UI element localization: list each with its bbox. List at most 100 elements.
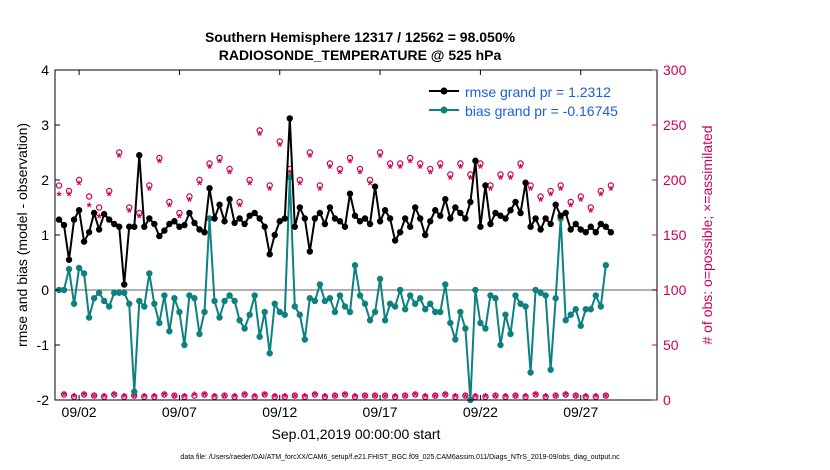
rmse-point bbox=[95, 226, 103, 233]
bias-point bbox=[356, 292, 364, 299]
obs-assimilated-marker: * bbox=[528, 183, 534, 198]
bias-point bbox=[256, 333, 263, 340]
bias-point bbox=[497, 341, 504, 349]
obs-possible-marker bbox=[65, 187, 73, 195]
rmse-series bbox=[55, 115, 615, 288]
obs-possible-marker bbox=[251, 393, 258, 400]
rmse-point bbox=[281, 215, 288, 222]
obs-assimilated-marker: * bbox=[428, 167, 434, 182]
obs-possible-marker bbox=[557, 182, 564, 189]
obs-assimilated-marker: * bbox=[252, 390, 258, 405]
bias-series bbox=[55, 174, 610, 404]
obs-assimilated-marker: * bbox=[272, 390, 278, 405]
rmse-point bbox=[562, 209, 569, 217]
rmse-point bbox=[422, 231, 429, 239]
bias-point bbox=[341, 303, 349, 310]
obs-assimilated-marker: * bbox=[162, 389, 168, 404]
bias-point bbox=[141, 303, 148, 310]
obs-assimilated-marker: * bbox=[388, 161, 394, 176]
y2-tick-label: 300 bbox=[663, 62, 687, 78]
obs-assimilated-marker: * bbox=[287, 167, 293, 182]
rmse-point bbox=[176, 223, 183, 230]
obs-possible-marker bbox=[201, 391, 208, 398]
obs-possible-marker bbox=[231, 393, 238, 400]
rmse-point bbox=[261, 223, 268, 230]
rmse-point bbox=[502, 215, 509, 222]
rmse-point bbox=[311, 215, 319, 222]
y2-tick-label: 50 bbox=[663, 337, 679, 353]
bias-point bbox=[477, 319, 484, 327]
bias-point bbox=[156, 319, 163, 327]
obs-assimilated-marker: * bbox=[518, 161, 524, 176]
obs-possible-marker bbox=[90, 392, 98, 399]
x-axis: 09/02 09/07 09/12 09/17 09/22 09/27 bbox=[62, 70, 598, 420]
obs-possible-marker bbox=[366, 176, 374, 184]
obs-assimilated-marker: * bbox=[147, 183, 153, 198]
obs-assimilated-marker: * bbox=[368, 178, 374, 193]
rmse-point bbox=[371, 183, 379, 190]
obs-assimilated-marker: * bbox=[523, 390, 529, 405]
rmse-point bbox=[417, 215, 424, 222]
obs-possible-marker bbox=[607, 182, 615, 189]
obs-possible-marker bbox=[411, 391, 419, 398]
bias-point bbox=[60, 286, 68, 294]
rmse-point bbox=[547, 220, 554, 228]
x-tick-label: 09/27 bbox=[563, 404, 598, 420]
rmse-point bbox=[241, 220, 248, 228]
bias-point bbox=[507, 330, 514, 338]
obs-assimilated-marker: * bbox=[67, 189, 73, 204]
obs-possible-marker bbox=[226, 165, 233, 173]
obs-possible-marker bbox=[507, 171, 514, 178]
bias-point bbox=[462, 325, 469, 332]
obs-possible-marker bbox=[206, 160, 213, 167]
obs-assimilated-marker: * bbox=[122, 390, 128, 405]
obs-assimilated-marker: * bbox=[157, 156, 163, 171]
obs-possible-marker bbox=[381, 392, 389, 399]
rmse-point bbox=[527, 223, 534, 230]
obs-assimilated-marker: * bbox=[87, 200, 93, 215]
obs-assimilated-marker: * bbox=[603, 390, 609, 405]
obs-assimilated-marker: * bbox=[413, 389, 419, 404]
obs-assimilated-marker: * bbox=[237, 200, 243, 215]
bias-point bbox=[105, 303, 113, 310]
obs-assimilated-marker: * bbox=[177, 211, 183, 226]
rmse-point bbox=[146, 215, 153, 222]
obs-assimilated-marker: * bbox=[112, 389, 118, 404]
bias-point bbox=[251, 292, 258, 299]
rmse-point bbox=[487, 220, 494, 228]
rmse-point bbox=[452, 204, 459, 211]
obs-possible-marker bbox=[276, 138, 283, 145]
obs-possible-marker bbox=[80, 391, 88, 398]
obs-possible-marker bbox=[266, 182, 273, 189]
obs-assimilated-marker: * bbox=[398, 161, 404, 176]
obs-assimilated-marker: * bbox=[493, 390, 499, 405]
obs-assimilated-marker: * bbox=[362, 390, 368, 405]
chart-title: Southern Hemisphere 12317 / 12562 = 98.0… bbox=[205, 29, 516, 45]
legend: rmse grand pr = 1.2312 bias grand pr = -… bbox=[420, 80, 656, 120]
obs-assimilated-marker: * bbox=[433, 390, 439, 405]
obs-possible-marker bbox=[171, 392, 178, 399]
obs-assimilated-marker: * bbox=[558, 183, 564, 198]
y-axis-left: -2 -1 0 1 2 3 4 bbox=[37, 62, 60, 408]
bias-point bbox=[542, 292, 549, 299]
rmse-point bbox=[507, 207, 514, 214]
bias-point bbox=[411, 300, 419, 307]
obs-assimilated-marker: * bbox=[548, 189, 554, 204]
obs-assimilated-marker: * bbox=[132, 390, 138, 405]
obs-assimilated-marker: * bbox=[202, 389, 208, 404]
obs-possible-marker bbox=[492, 392, 499, 399]
bias-point bbox=[121, 289, 128, 296]
rmse-point bbox=[186, 209, 193, 217]
obs-assimilated-marker: * bbox=[533, 389, 539, 404]
obs-possible-marker bbox=[562, 391, 569, 398]
rmse-point bbox=[482, 182, 489, 189]
y-tick-label: 1 bbox=[41, 227, 49, 243]
obs-possible-marker bbox=[577, 193, 584, 200]
obs-assimilated-marker: * bbox=[332, 390, 338, 405]
obs-assimilated-marker: * bbox=[463, 390, 469, 405]
obs-assimilated-marker: * bbox=[563, 389, 569, 404]
obs-assimilated-marker: * bbox=[117, 150, 123, 165]
obs-assimilated-marker: * bbox=[137, 211, 143, 226]
bias-point bbox=[70, 300, 78, 307]
